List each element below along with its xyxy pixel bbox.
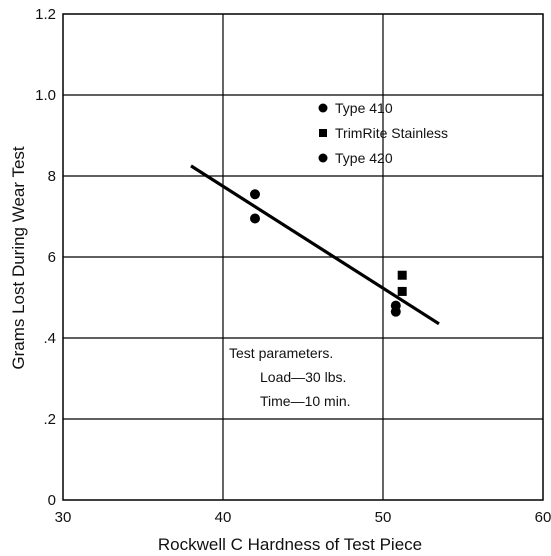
note-line: Time—10 min.	[260, 393, 351, 409]
data-point-square	[397, 270, 407, 280]
x-tick-label: 50	[375, 509, 392, 526]
grid-lines	[63, 14, 543, 500]
legend-marker-square	[319, 129, 327, 137]
legend-label: TrimRite Stainless	[335, 125, 448, 141]
note-line: Test parameters.	[229, 345, 333, 361]
data-point-circle	[250, 189, 260, 200]
y-tick-label: .4	[43, 330, 56, 347]
y-tick-label: .2	[43, 411, 56, 428]
data-point-square	[397, 286, 407, 296]
legend-marker-circle	[318, 103, 328, 113]
y-axis-title: Grams Lost During Wear Test	[9, 146, 28, 370]
y-tick-label: 6	[48, 249, 56, 266]
trend-line	[190, 164, 440, 326]
test-parameters-note: Test parameters. Load—30 lbs. Time—10 min.	[229, 345, 351, 409]
x-axis-title: Rockwell C Hardness of Test Piece	[158, 535, 422, 554]
x-tick-label: 40	[215, 509, 232, 526]
data-point-circle	[390, 306, 401, 317]
y-tick-label: 1.0	[35, 87, 56, 104]
legend-label: Type 410	[335, 100, 393, 116]
y-axis-ticks: 0 .2 .4 6 8 1.0 1.2	[35, 6, 56, 509]
x-tick-label: 30	[55, 509, 72, 526]
data-point-circle	[250, 213, 260, 224]
legend-label: Type 420	[335, 150, 393, 166]
y-tick-label: 1.2	[35, 6, 56, 23]
x-tick-label: 60	[535, 509, 551, 526]
legend-marker-circle	[318, 153, 328, 163]
note-line: Load—30 lbs.	[260, 369, 346, 385]
data-points	[250, 189, 407, 317]
legend: Type 410 TrimRite Stainless Type 420	[318, 100, 448, 166]
plot-frame	[62, 13, 544, 501]
y-tick-label: 8	[48, 168, 56, 185]
x-axis-ticks: 30 40 50 60	[55, 509, 551, 526]
y-tick-label: 0	[48, 492, 56, 509]
